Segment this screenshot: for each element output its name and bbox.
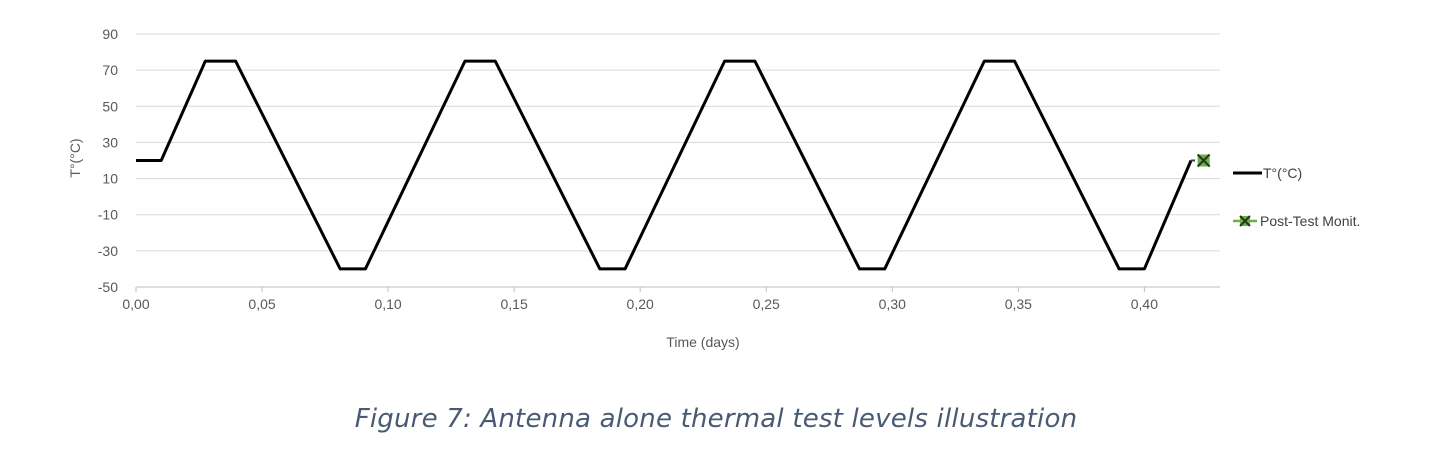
x-tick-label: 0,15 [501, 296, 528, 312]
axes [135, 286, 1220, 292]
y-axis-title: T°(°C) [67, 138, 83, 177]
y-tick-label: 30 [102, 134, 118, 150]
y-tick-label: 10 [102, 171, 118, 187]
x-tick-label: 0,10 [374, 296, 401, 312]
y-tick-labels: 90 70 50 30 10 -10 -30 -50 [98, 26, 118, 295]
series-line-temperature [136, 59, 1193, 271]
x-tick-labels: 0,00 0,05 0,10 0,15 0,20 0,25 0,30 0,35 0,40 [122, 296, 1158, 312]
y-tick-label: -10 [98, 207, 118, 223]
x-tick-label: 0,35 [1005, 296, 1032, 312]
x-axis-title: Time (days) [666, 334, 739, 350]
figure-caption: Figure 7: Antenna alone thermal test lev… [354, 404, 1078, 434]
legend: T°(°C) Post-Test Monit. [1233, 165, 1360, 229]
y-tick-label: 70 [102, 62, 118, 78]
y-tick-label: -50 [98, 279, 118, 295]
x-tick-label: 0,25 [753, 296, 780, 312]
x-tick-label: 0,40 [1131, 296, 1158, 312]
legend-item-post-test: Post-Test Monit. [1233, 213, 1360, 229]
y-tick-label: 90 [102, 26, 118, 42]
gridlines [136, 33, 1220, 288]
x-tick-label: 0,05 [248, 296, 275, 312]
x-tick-label: 0,20 [627, 296, 654, 312]
thermal-chart: 90 70 50 30 10 -10 -30 -50 0,00 0,05 0,10 0,15 0,20… [67, 26, 1360, 350]
plot-area [136, 59, 1211, 271]
legend-marker-post-test [1239, 215, 1251, 227]
x-tick-label: 0,30 [879, 296, 906, 312]
x-tick-label: 0,00 [122, 296, 149, 312]
legend-label-post-test: Post-Test Monit. [1260, 213, 1360, 229]
post-test-marker [1196, 153, 1211, 168]
legend-label-temperature: T°(°C) [1263, 165, 1302, 181]
y-tick-label: 50 [102, 98, 118, 114]
legend-item-temperature: T°(°C) [1233, 165, 1302, 181]
y-tick-label: -30 [98, 243, 118, 259]
